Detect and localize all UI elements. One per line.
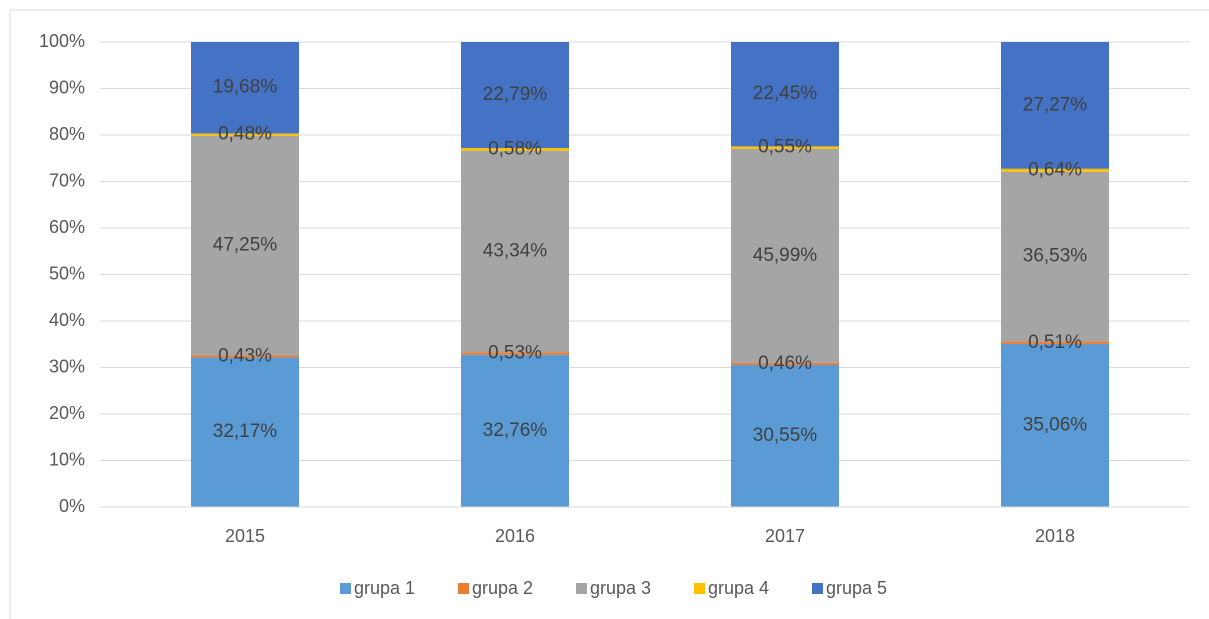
bar-segment — [461, 352, 569, 355]
bar-segment — [191, 355, 299, 358]
x-tick-label: 2018 — [1035, 526, 1075, 546]
bar-segment — [731, 146, 839, 149]
data-label: 43,34% — [483, 240, 548, 261]
y-tick-label: 10% — [49, 449, 85, 469]
data-label: 32,76% — [483, 420, 548, 441]
y-tick-label: 40% — [49, 310, 85, 330]
data-label: 32,17% — [213, 421, 278, 442]
legend-label: grupa 1 — [354, 578, 415, 598]
bar-segment — [461, 147, 569, 151]
y-tick-label: 20% — [49, 403, 85, 423]
data-label: 27,27% — [1023, 94, 1088, 115]
data-label: 0,51% — [1028, 332, 1082, 353]
data-label: 45,99% — [753, 245, 818, 266]
bar-segment — [1001, 343, 1109, 507]
y-tick-label: 100% — [39, 31, 85, 51]
data-label: 36,53% — [1023, 246, 1088, 267]
data-label: 35,06% — [1023, 415, 1088, 436]
bar-segment — [191, 133, 299, 136]
data-label: 22,45% — [753, 83, 818, 104]
legend-swatch — [576, 583, 587, 594]
data-label: 0,53% — [488, 342, 542, 363]
bar-segment — [1001, 168, 1109, 172]
bar-segment — [731, 42, 839, 147]
legend-label: grupa 2 — [472, 578, 533, 598]
bar-segment — [461, 354, 569, 507]
y-tick-label: 90% — [49, 77, 85, 97]
legend-label: grupa 4 — [708, 578, 769, 598]
data-label: 0,43% — [218, 345, 272, 366]
bar-segment — [1001, 171, 1109, 342]
legend-swatch — [340, 583, 351, 594]
bar-segment — [191, 41, 299, 134]
bar-segment — [191, 135, 299, 356]
bar-segment — [731, 364, 839, 507]
bar-segment — [191, 357, 299, 507]
bar-segment — [1001, 41, 1109, 169]
data-label: 0,58% — [488, 138, 542, 159]
data-label: 0,48% — [218, 124, 272, 145]
y-tick-label: 60% — [49, 217, 85, 237]
bar-segment — [461, 150, 569, 353]
bar-segment — [731, 362, 839, 365]
y-tick-label: 0% — [59, 496, 85, 516]
data-label: 19,68% — [213, 77, 278, 98]
legend-swatch — [458, 583, 469, 594]
x-tick-label: 2016 — [495, 526, 535, 546]
data-label: 30,55% — [753, 425, 818, 446]
x-tick-label: 2017 — [765, 526, 805, 546]
x-tick-label: 2015 — [225, 526, 265, 546]
data-label: 47,25% — [213, 235, 278, 256]
data-label: 22,79% — [483, 84, 548, 105]
bar-segment — [1001, 341, 1109, 344]
y-tick-label: 50% — [49, 263, 85, 283]
y-tick-label: 80% — [49, 124, 85, 144]
y-tick-label: 70% — [49, 170, 85, 190]
data-label: 0,46% — [758, 353, 812, 374]
bar-segment — [731, 148, 839, 363]
legend-label: grupa 5 — [826, 578, 887, 598]
data-label: 0,64% — [1028, 159, 1082, 180]
data-label: 0,55% — [758, 137, 812, 158]
y-tick-label: 30% — [49, 356, 85, 376]
legend-swatch — [694, 583, 705, 594]
bar-segment — [461, 42, 569, 148]
legend-swatch — [812, 583, 823, 594]
legend-label: grupa 3 — [590, 578, 651, 598]
